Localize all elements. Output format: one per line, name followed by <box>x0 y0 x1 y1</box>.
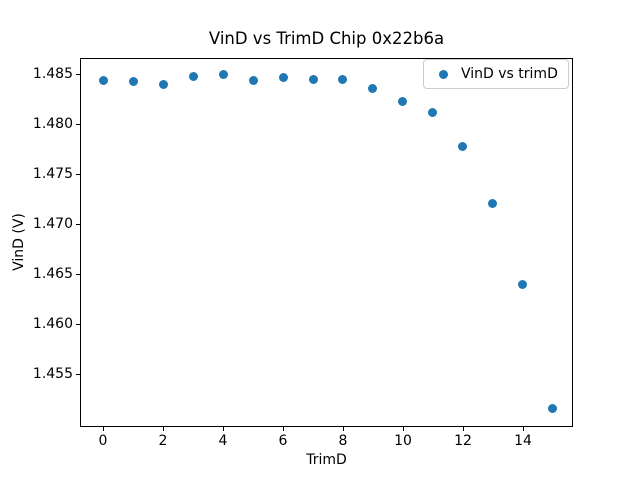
y-tick-mark <box>76 74 80 75</box>
plot-area <box>80 58 573 427</box>
x-tick-mark <box>403 427 404 431</box>
x-tick-mark <box>343 427 344 431</box>
data-point <box>368 84 377 93</box>
y-tick-mark <box>76 324 80 325</box>
x-tick-label: 12 <box>454 433 472 449</box>
y-tick-label: 1.470 <box>32 216 73 232</box>
x-tick-mark <box>223 427 224 431</box>
y-tick-mark <box>76 374 80 375</box>
data-point <box>99 76 108 85</box>
x-tick-mark <box>523 427 524 431</box>
data-point <box>338 75 347 84</box>
data-point <box>159 80 168 89</box>
y-tick-mark <box>76 124 80 125</box>
x-tick-label: 4 <box>218 433 228 449</box>
y-tick-mark <box>76 274 80 275</box>
data-point <box>249 76 258 85</box>
data-point <box>548 404 557 413</box>
y-axis-label-text: VinD (V) <box>11 213 27 271</box>
x-tick-label: 6 <box>278 433 288 449</box>
y-tick-label: 1.465 <box>32 266 73 282</box>
y-tick-mark <box>76 174 80 175</box>
data-point <box>398 97 407 106</box>
x-tick-mark <box>163 427 164 431</box>
x-tick-mark <box>283 427 284 431</box>
x-tick-label: 10 <box>394 433 412 449</box>
x-axis-label: TrimD <box>306 452 347 468</box>
legend-marker-icon <box>439 69 448 79</box>
x-tick-mark <box>103 427 104 431</box>
x-tick-mark <box>463 427 464 431</box>
data-point <box>219 70 228 79</box>
legend: VinD vs trimD <box>423 59 569 89</box>
chart-title: VinD vs TrimD Chip 0x22b6a <box>208 29 445 48</box>
data-point <box>309 75 318 84</box>
x-tick-label: 14 <box>514 433 532 449</box>
x-tick-label: 8 <box>338 433 348 449</box>
data-point <box>189 72 198 81</box>
y-tick-label: 1.460 <box>32 316 73 332</box>
x-tick-label: 0 <box>98 433 108 449</box>
data-point <box>488 199 497 208</box>
y-tick-mark <box>76 224 80 225</box>
data-point <box>129 77 138 86</box>
data-point <box>279 73 288 82</box>
data-point <box>458 142 467 151</box>
y-tick-label: 1.480 <box>32 116 73 132</box>
data-point <box>518 280 527 289</box>
data-point <box>428 108 437 117</box>
y-tick-label: 1.455 <box>32 366 73 382</box>
legend-label: VinD vs trimD <box>461 66 558 82</box>
y-tick-label: 1.475 <box>32 166 73 182</box>
y-tick-label: 1.485 <box>32 66 73 82</box>
x-tick-label: 2 <box>158 433 168 449</box>
